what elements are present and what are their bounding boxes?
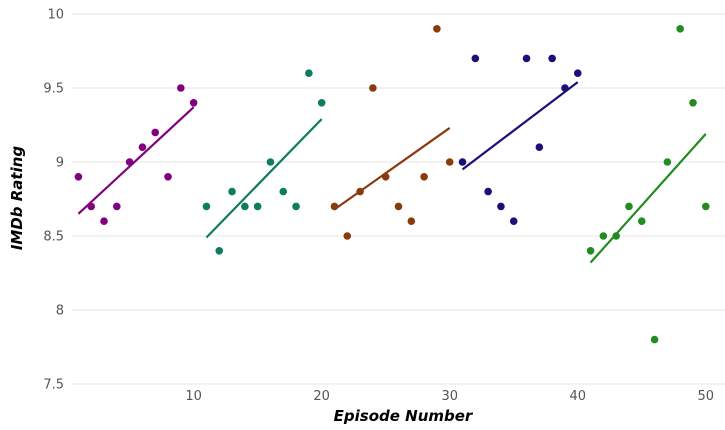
data-point	[279, 187, 288, 196]
data-point	[561, 84, 569, 92]
data-point	[394, 202, 403, 211]
data-point	[266, 158, 275, 166]
x-tick-label: 40	[569, 389, 586, 404]
y-tick-label: 10	[47, 8, 64, 23]
x-axis-title: Episode Number	[334, 407, 474, 425]
data-point	[586, 247, 595, 255]
x-tick-label: 10	[185, 389, 202, 404]
data-point	[202, 202, 211, 211]
trend-line-5	[589, 133, 707, 264]
data-point	[215, 247, 224, 255]
grid-lines	[72, 13, 725, 385]
data-point	[228, 187, 236, 196]
data-point	[330, 202, 339, 211]
data-point	[458, 158, 467, 166]
data-point	[305, 69, 313, 77]
y-tick-label: 9	[56, 156, 64, 171]
data-point	[471, 54, 480, 63]
data-point	[625, 202, 633, 211]
data-point	[87, 202, 96, 211]
data-point	[343, 232, 352, 240]
data-point	[522, 54, 531, 63]
y-axis-tick-labels: 7.5 8 8.5 9 9.5 10	[43, 8, 64, 393]
data-point	[138, 143, 147, 151]
data-point	[497, 202, 505, 211]
data-point	[74, 173, 83, 181]
y-axis-title: IMDb Rating	[8, 146, 26, 251]
data-point	[701, 202, 710, 211]
data-point	[573, 69, 582, 77]
data-point	[164, 173, 172, 181]
data-point	[637, 217, 646, 225]
trend-lines	[77, 81, 707, 264]
trend-line-4	[461, 81, 579, 171]
data-point	[407, 217, 416, 225]
data-point	[445, 158, 454, 166]
x-tick-label: 50	[698, 389, 715, 404]
data-point	[689, 99, 697, 107]
y-tick-label: 8.5	[43, 230, 64, 245]
data-point	[650, 335, 659, 344]
data-point	[484, 187, 492, 196]
x-tick-label: 30	[441, 389, 458, 404]
x-axis-tick-labels: 10 20 30 40 50	[185, 389, 714, 404]
data-point	[433, 25, 441, 33]
data-point	[369, 84, 377, 92]
data-point	[177, 84, 185, 92]
data-point	[151, 128, 160, 137]
y-tick-label: 9.5	[43, 82, 64, 97]
data-point	[420, 173, 428, 181]
data-point	[100, 217, 108, 225]
data-point	[317, 99, 326, 107]
data-points	[74, 25, 710, 344]
data-point	[292, 202, 300, 211]
data-point	[113, 202, 121, 211]
data-point	[253, 202, 262, 211]
data-point	[599, 232, 608, 240]
data-point	[189, 99, 198, 107]
data-point	[535, 143, 544, 151]
y-tick-label: 7.5	[43, 378, 64, 393]
data-point	[663, 158, 672, 166]
data-point	[241, 202, 249, 211]
data-point	[509, 217, 518, 225]
data-point	[548, 54, 556, 63]
data-point	[125, 158, 134, 166]
trend-line-3	[333, 127, 451, 211]
data-point	[356, 187, 364, 196]
trend-line-2	[205, 118, 323, 239]
data-point	[612, 232, 620, 240]
data-point	[676, 25, 684, 33]
y-tick-label: 8	[56, 304, 64, 319]
data-point	[381, 173, 390, 181]
trend-line-1	[77, 106, 195, 215]
x-tick-label: 20	[313, 389, 330, 404]
